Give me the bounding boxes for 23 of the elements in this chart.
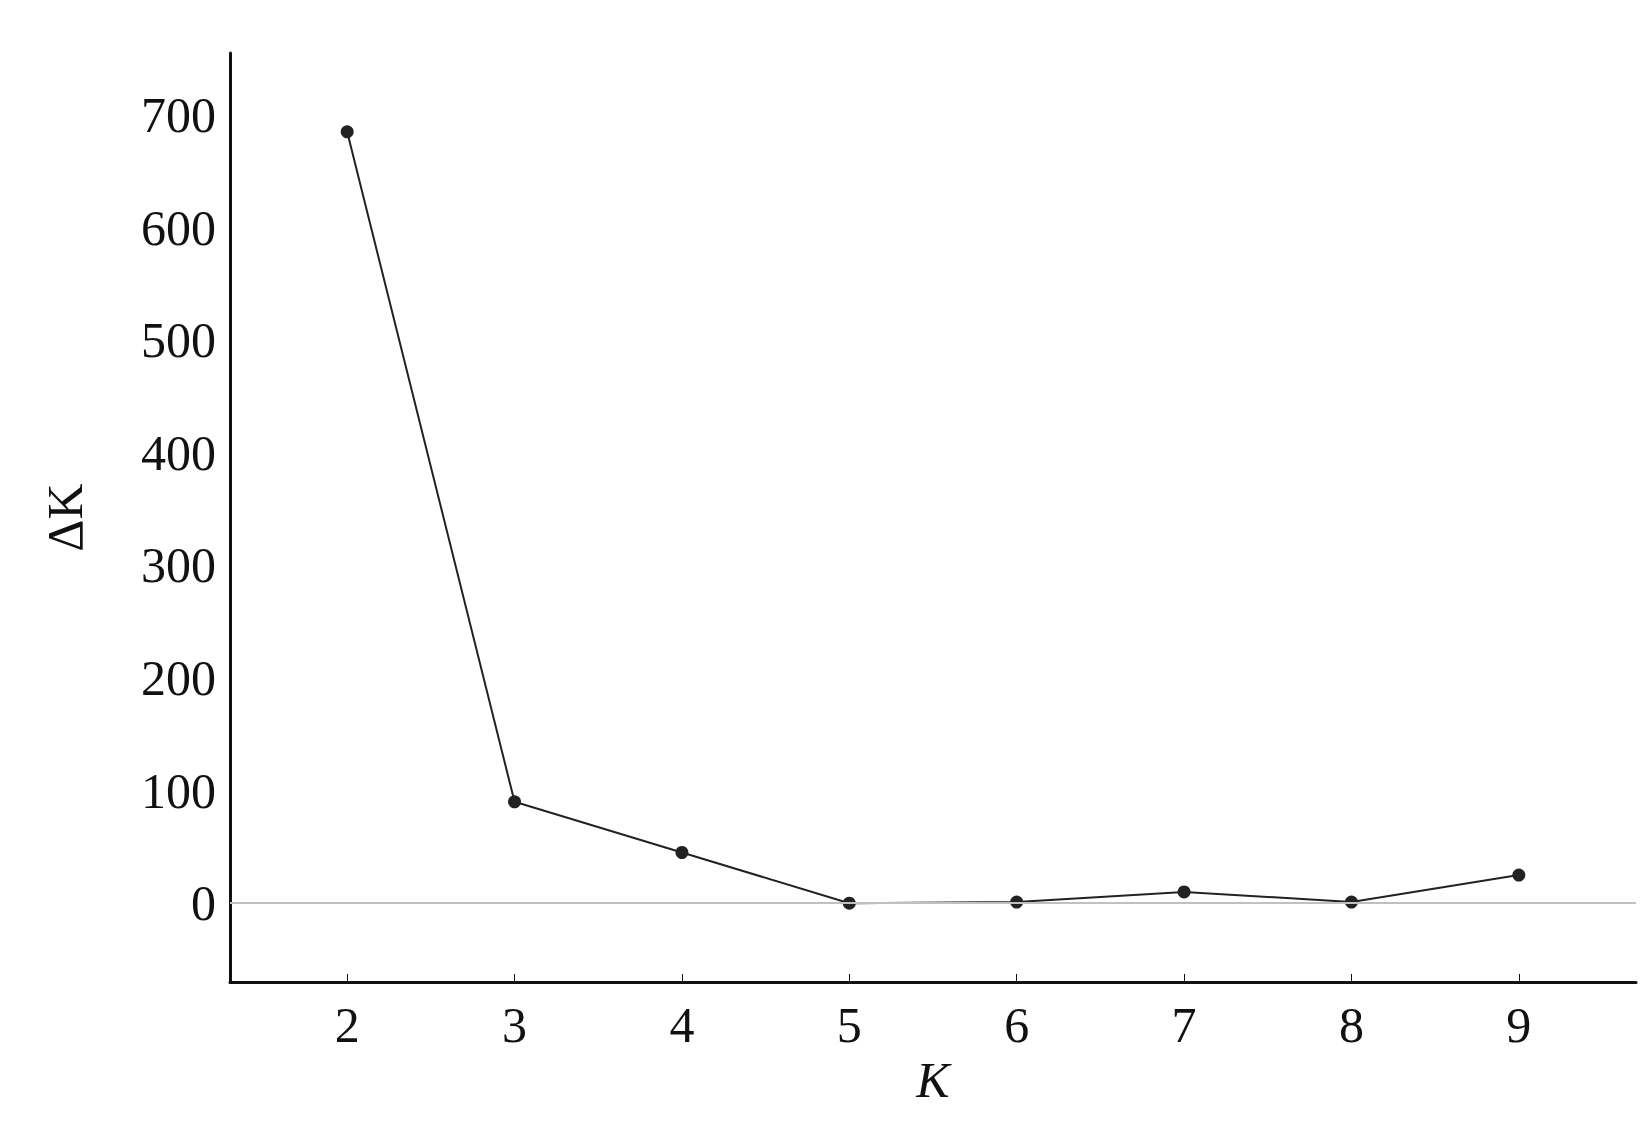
x-tick-label: 3 bbox=[502, 997, 528, 1053]
y-tick-label: 500 bbox=[141, 312, 216, 369]
point bbox=[1177, 885, 1191, 899]
y-tick-label: 400 bbox=[141, 424, 216, 481]
y-axis-title: ΔK bbox=[37, 483, 93, 552]
x-tick-label: 9 bbox=[1506, 997, 1532, 1053]
x-tick-label: 5 bbox=[836, 997, 862, 1053]
y-tick-label: 300 bbox=[141, 537, 216, 594]
y-tick-label: 200 bbox=[141, 649, 216, 706]
x-tick-label: 7 bbox=[1171, 997, 1197, 1053]
point bbox=[675, 846, 689, 859]
x-axis-title: K bbox=[915, 1051, 953, 1108]
x-tick-label: 6 bbox=[1004, 997, 1030, 1053]
point bbox=[508, 795, 522, 809]
y-tick-label: 0 bbox=[191, 875, 216, 932]
x-tick-label: 2 bbox=[334, 997, 360, 1053]
x-tick-label: 4 bbox=[669, 997, 695, 1053]
point bbox=[1512, 868, 1526, 882]
y-tick-label: 700 bbox=[141, 86, 216, 143]
y-tick-label: 100 bbox=[141, 762, 216, 819]
x-tick-label: 8 bbox=[1338, 997, 1364, 1053]
y-tick-label: 600 bbox=[141, 199, 216, 256]
point bbox=[340, 125, 354, 139]
